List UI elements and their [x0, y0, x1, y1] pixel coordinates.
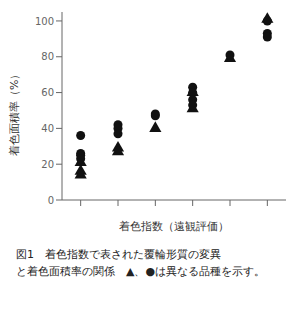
html-text:図1 着色指数で表された覆輪形質の変異: 図1 着色指数で表された覆輪形質の変異	[16, 248, 221, 261]
svg-text:着色面積率（%）: 着色面積率（%）	[8, 69, 21, 156]
svg-text:100: 100	[35, 16, 54, 27]
svg-text:20: 20	[41, 159, 54, 170]
svg-text:着色指数（遠観評価）: 着色指数（遠観評価）	[119, 220, 229, 233]
svg-text:60: 60	[41, 87, 54, 98]
html-text:と着色面積率の関係 ▲、●は異なる品種を示す。: と着色面積率の関係 ▲、●は異なる品種を示す。	[16, 265, 266, 278]
svg-text:80: 80	[41, 51, 54, 62]
svg-text:40: 40	[41, 123, 54, 134]
svg-text:0: 0	[48, 195, 54, 206]
